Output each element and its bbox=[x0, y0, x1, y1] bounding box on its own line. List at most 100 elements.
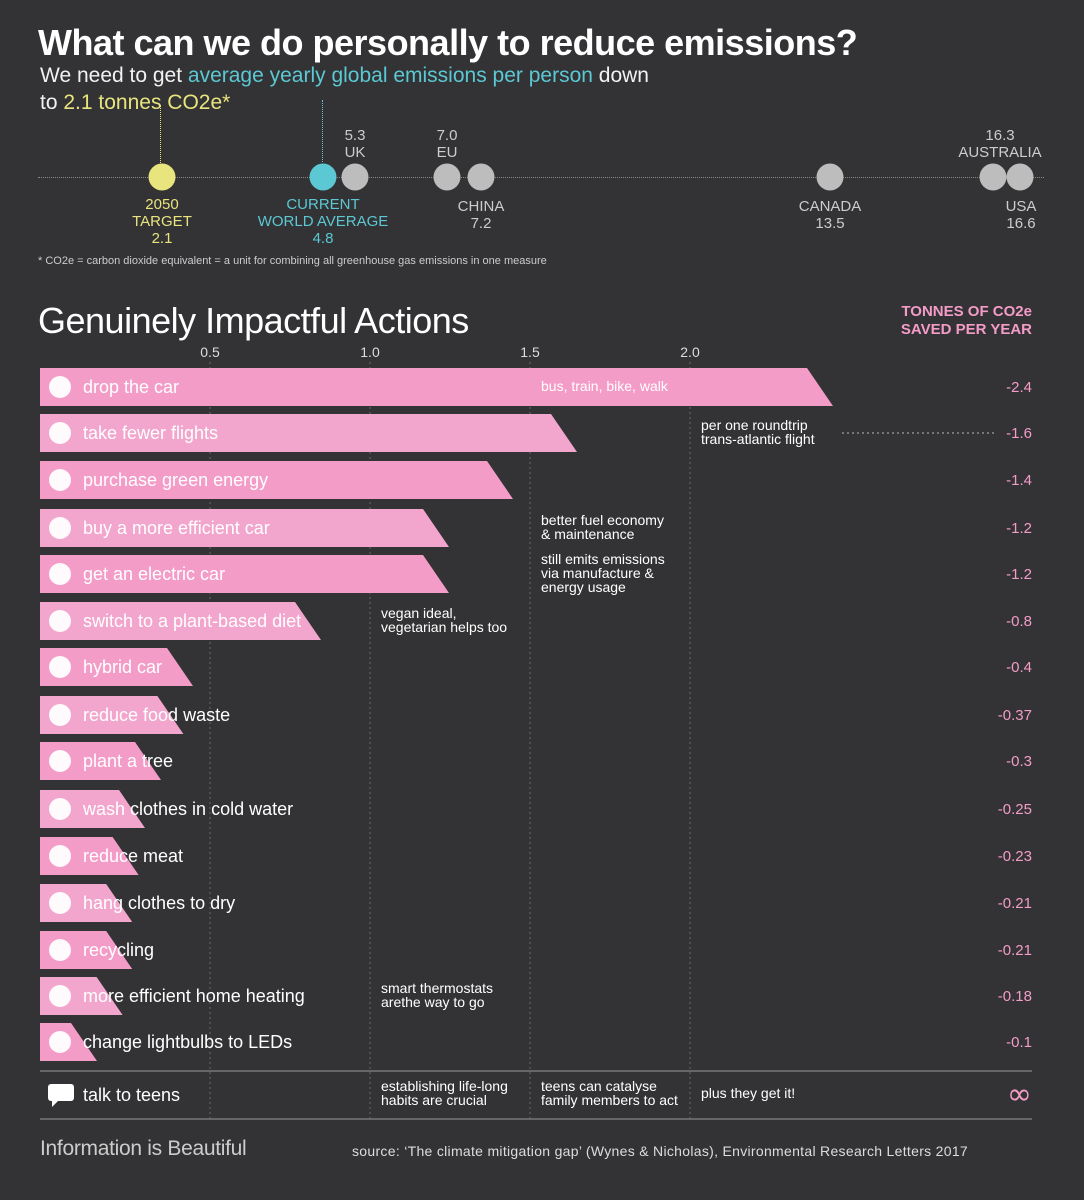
scale-label-line: UK bbox=[344, 144, 366, 161]
scale-label-line: 2.1 bbox=[151, 230, 173, 247]
x-tick-label: 1.5 bbox=[520, 344, 540, 360]
scale-label-line: 5.3 bbox=[344, 127, 366, 144]
bar-more-efficient-home-heating bbox=[40, 977, 123, 1015]
apple-icon bbox=[49, 610, 71, 632]
car-icon bbox=[49, 563, 71, 585]
value-label: -0.1 bbox=[1006, 1034, 1032, 1051]
value-label: -0.8 bbox=[1006, 613, 1032, 630]
annotation-text: better fuel economy bbox=[541, 512, 664, 528]
scale-label-uk: 5.3 UK bbox=[345, 127, 366, 161]
value-label: -1.2 bbox=[1006, 520, 1032, 537]
page-title: What can we do personally to reduce emis… bbox=[38, 22, 858, 63]
bar-label: plant a tree bbox=[83, 751, 173, 771]
bar-label: drop the car bbox=[83, 377, 179, 397]
bag-icon-shape bbox=[49, 704, 71, 726]
bar-plant-a-tree bbox=[40, 742, 161, 780]
scale-label-line: WORLD AVERAGE bbox=[257, 213, 389, 230]
annotation-text: energy usage bbox=[541, 579, 626, 595]
bar-change-lightbulbs-to-LEDs bbox=[40, 1023, 97, 1061]
car-icon-shape bbox=[49, 656, 71, 678]
scale-label-line: 7.2 bbox=[470, 215, 492, 232]
bar-hang-clothes-to-dry bbox=[40, 884, 133, 922]
shirt-icon-shape bbox=[49, 892, 71, 914]
scale-dot-china bbox=[467, 163, 495, 191]
cow-icon bbox=[49, 845, 71, 867]
value-label: -0.18 bbox=[998, 988, 1032, 1005]
value-label: -0.4 bbox=[1006, 659, 1032, 676]
extra-row-note: plus they get it! bbox=[701, 1085, 795, 1101]
car-icon bbox=[49, 517, 71, 539]
scale-label-usa: USA 16.6 bbox=[1006, 198, 1037, 232]
unit-line-2: SAVED PER YEAR bbox=[900, 321, 1032, 338]
scale-label-australia: 16.3 AUSTRALIA bbox=[958, 127, 1041, 161]
house-icon-shape bbox=[49, 985, 71, 1007]
bar-take-fewer-flights bbox=[40, 414, 577, 452]
x-tick-label: 1.0 bbox=[360, 344, 380, 360]
scale-label-line: 16.3 bbox=[985, 127, 1015, 144]
annotation-text: via manufacture & bbox=[541, 565, 654, 581]
annotation-text: bus, train, bike, walk bbox=[541, 378, 669, 394]
scale-label-eu: 7.0 EU bbox=[437, 127, 458, 161]
car-icon-shape bbox=[49, 563, 71, 585]
bag-icon bbox=[49, 704, 71, 726]
infinity-value: ∞ bbox=[1007, 1077, 1032, 1112]
bar-label: hybrid car bbox=[83, 657, 162, 677]
annotation-text: still emits emissions bbox=[541, 551, 665, 567]
scale-label-line: CANADA bbox=[798, 198, 862, 215]
scale-label-china: CHINA 7.2 bbox=[458, 198, 505, 232]
bar-purchase-green-energy bbox=[40, 461, 513, 499]
brand-logo: Information is Beautiful bbox=[40, 1137, 247, 1160]
scale-label-line: 16.6 bbox=[1006, 215, 1036, 232]
bar-label: wash clothes in cold water bbox=[82, 799, 293, 819]
value-label: -1.6 bbox=[1006, 425, 1032, 442]
section-title: Genuinely Impactful Actions bbox=[38, 300, 469, 341]
extra-row-note: family members to act bbox=[541, 1092, 678, 1108]
annotation-text: arethe way to go bbox=[381, 994, 485, 1010]
bar-switch-to-a-plant-based-diet bbox=[40, 602, 321, 640]
bar-label: switch to a plant-based diet bbox=[83, 611, 301, 631]
scale-label-line: CHINA bbox=[457, 198, 505, 215]
bar-get-an-electric-car bbox=[40, 555, 449, 593]
bar-label: reduce meat bbox=[83, 846, 183, 866]
scale-label-line: 13.5 bbox=[815, 215, 845, 232]
value-label: -0.3 bbox=[1006, 753, 1032, 770]
value-label: -0.37 bbox=[998, 707, 1032, 724]
value-label: -1.4 bbox=[1006, 472, 1032, 489]
house-icon bbox=[49, 985, 71, 1007]
lightbulb-icon-shape bbox=[49, 1031, 71, 1053]
value-label: -2.4 bbox=[1006, 379, 1032, 396]
subtitle-text: We need to get bbox=[40, 64, 188, 87]
bar-drop-the-car bbox=[40, 368, 833, 406]
recycle-icon bbox=[49, 939, 71, 961]
apple-icon-shape bbox=[49, 610, 71, 632]
sun-icon bbox=[49, 469, 71, 491]
plane-icon-shape bbox=[49, 422, 71, 444]
shirt-icon bbox=[49, 892, 71, 914]
extra-row-note: habits are crucial bbox=[381, 1092, 487, 1108]
value-label: -0.21 bbox=[998, 895, 1032, 912]
scale-dot-eu bbox=[433, 163, 461, 191]
sun-icon-shape bbox=[49, 469, 71, 491]
extra-row-note: establishing life-long bbox=[381, 1078, 508, 1094]
annotation-text: smart thermostats bbox=[381, 980, 493, 996]
scale-dot-australia bbox=[979, 163, 1007, 191]
annotation-text: per one roundtrip bbox=[701, 417, 808, 433]
target-connector bbox=[160, 105, 161, 167]
scale-dot-uk bbox=[341, 163, 369, 191]
washing-machine-icon-shape bbox=[49, 798, 71, 820]
bar-buy-a-more-efficient-car bbox=[40, 509, 449, 547]
car-icon-shape bbox=[49, 376, 71, 398]
value-label: -0.21 bbox=[998, 942, 1032, 959]
scale-label-line: CURRENT bbox=[286, 196, 360, 213]
speech-bubble-tail bbox=[52, 1100, 59, 1107]
subtitle-target: 2.1 tonnes CO2e* bbox=[63, 91, 231, 114]
scale-label-line: AUSTRALIA bbox=[958, 144, 1042, 161]
average-connector bbox=[322, 100, 323, 162]
source-citation: source: ‘The climate mitigation gap’ (Wy… bbox=[352, 1143, 968, 1159]
tree-icon bbox=[49, 750, 71, 772]
extra-row-label: talk to teens bbox=[83, 1085, 180, 1105]
annotation-text: & maintenance bbox=[541, 526, 635, 542]
bar-hybrid-car bbox=[40, 648, 193, 686]
car-icon bbox=[49, 656, 71, 678]
bar-label: reduce food waste bbox=[83, 705, 230, 725]
